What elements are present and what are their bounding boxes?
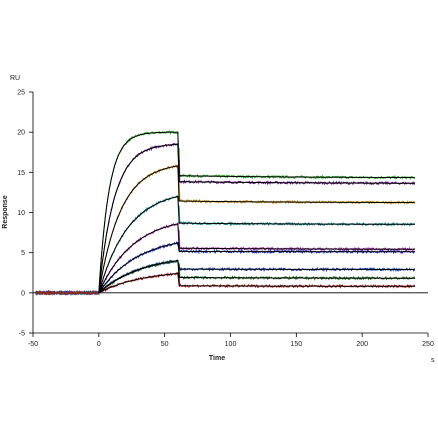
y-unit-label: RU [10,75,20,82]
fit-curve-line [98,260,415,294]
fit-curve-line [98,273,415,294]
x-ticks: -50 0 50 100 150 200 250 [28,333,434,348]
x-unit-label: s [431,357,435,364]
data-series-line [35,142,416,296]
fit-curve-line [98,143,415,293]
y-axis-title: Response [2,195,9,229]
fit-curve-line [98,165,415,293]
data-series-line [35,221,415,296]
x-tick-label: 0 [97,341,101,348]
x-tick-label: 150 [290,341,302,348]
data-series-line [35,259,416,296]
fit-curve-line [98,223,415,294]
y-ticks: -5 0 5 10 15 20 25 [17,90,33,338]
fit-curves [98,131,415,294]
y-tick-label: -5 [19,331,25,338]
fit-curve-line [98,195,415,293]
x-tick-label: 100 [225,341,237,348]
y-tick-label: 5 [21,250,25,257]
fit-curve-line [98,242,415,294]
y-tick-label: 10 [17,210,25,217]
y-tick-label: 0 [21,290,25,297]
fit-curve-line [98,131,415,293]
x-tick-label: 200 [356,341,368,348]
data-series-line [35,164,416,296]
y-tick-label: 20 [17,130,25,137]
x-tick-label: 50 [161,341,169,348]
y-tick-label: 15 [17,170,25,177]
x-axis-title: Time [209,355,225,362]
x-tick-label: -50 [28,341,38,348]
x-tick-label: 250 [422,341,434,348]
y-tick-label: 25 [17,90,25,97]
